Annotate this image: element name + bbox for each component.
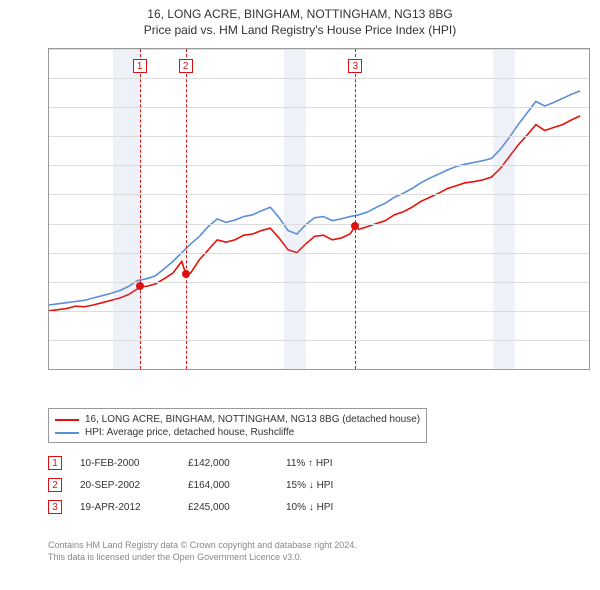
- gridline-h: [49, 253, 589, 254]
- transaction-hpi: 10% ↓ HPI: [286, 502, 366, 513]
- legend-box: 16, LONG ACRE, BINGHAM, NOTTINGHAM, NG13…: [48, 408, 427, 443]
- legend-label: 16, LONG ACRE, BINGHAM, NOTTINGHAM, NG13…: [85, 414, 420, 425]
- gridline-h: [49, 107, 589, 108]
- marker-dot: [182, 270, 190, 278]
- footer-attribution: Contains HM Land Registry data © Crown c…: [48, 540, 588, 563]
- gridline-h: [49, 224, 589, 225]
- transaction-hpi: 11% ↑ HPI: [286, 458, 366, 469]
- footer-line2: This data is licensed under the Open Gov…: [48, 552, 588, 564]
- transaction-badge: 2: [48, 478, 62, 492]
- marker-dot: [351, 222, 359, 230]
- legend-label: HPI: Average price, detached house, Rush…: [85, 427, 294, 438]
- transaction-price: £245,000: [188, 502, 268, 513]
- gridline-h: [49, 340, 589, 341]
- marker-dot: [136, 282, 144, 290]
- marker-line: [186, 49, 187, 369]
- transaction-row: 3 19-APR-2012 £245,000 10% ↓ HPI: [48, 496, 366, 518]
- title-line2: Price paid vs. HM Land Registry's House …: [0, 22, 600, 38]
- gridline-h: [49, 136, 589, 137]
- gridline-h: [49, 194, 589, 195]
- transactions-table: 1 10-FEB-2000 £142,000 11% ↑ HPI 2 20-SEP-200…: [48, 452, 366, 518]
- transaction-price: £142,000: [188, 458, 268, 469]
- legend-entry: HPI: Average price, detached house, Rush…: [55, 426, 420, 439]
- chart-plot-area: £0£50K£100K£150K£200K£250K£300K£350K£400…: [48, 48, 590, 370]
- footer-line1: Contains HM Land Registry data © Crown c…: [48, 540, 588, 552]
- gridline-h: [49, 78, 589, 79]
- shaded-band: [493, 49, 514, 369]
- page: 16, LONG ACRE, BINGHAM, NOTTINGHAM, NG13…: [0, 0, 600, 590]
- marker-badge: 1: [133, 59, 147, 73]
- shaded-band: [113, 49, 141, 369]
- transaction-row: 1 10-FEB-2000 £142,000 11% ↑ HPI: [48, 452, 366, 474]
- transaction-price: £164,000: [188, 480, 268, 491]
- chart-title: 16, LONG ACRE, BINGHAM, NOTTINGHAM, NG13…: [0, 0, 600, 38]
- transaction-date: 19-APR-2012: [80, 502, 170, 513]
- transaction-badge: 1: [48, 456, 62, 470]
- legend-entry: 16, LONG ACRE, BINGHAM, NOTTINGHAM, NG13…: [55, 413, 420, 426]
- gridline-h: [49, 49, 589, 50]
- transaction-badge: 3: [48, 500, 62, 514]
- gridline-h: [49, 369, 589, 370]
- title-line1: 16, LONG ACRE, BINGHAM, NOTTINGHAM, NG13…: [0, 6, 600, 22]
- gridline-h: [49, 282, 589, 283]
- transaction-date: 10-FEB-2000: [80, 458, 170, 469]
- legend-swatch: [55, 419, 79, 421]
- transaction-hpi: 15% ↓ HPI: [286, 480, 366, 491]
- transaction-row: 2 20-SEP-2002 £164,000 15% ↓ HPI: [48, 474, 366, 496]
- marker-line: [355, 49, 356, 369]
- shaded-band: [284, 49, 305, 369]
- marker-badge: 2: [179, 59, 193, 73]
- marker-line: [140, 49, 141, 369]
- transaction-date: 20-SEP-2002: [80, 480, 170, 491]
- gridline-h: [49, 165, 589, 166]
- marker-badge: 3: [348, 59, 362, 73]
- gridline-h: [49, 311, 589, 312]
- legend-swatch: [55, 432, 79, 434]
